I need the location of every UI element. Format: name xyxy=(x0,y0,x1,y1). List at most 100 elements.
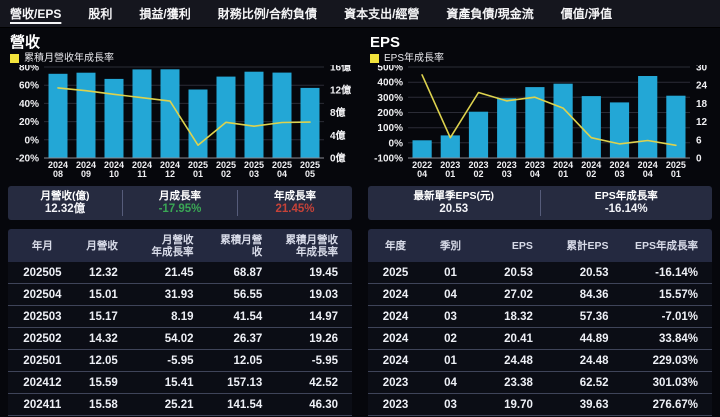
table-cell: 276.67% xyxy=(622,394,712,416)
table-cell: 15.59 xyxy=(76,372,132,394)
left-axis-label: 500% xyxy=(377,65,403,74)
x-axis-label: 2023 02 xyxy=(468,160,488,179)
x-axis-label: 2022 04 xyxy=(412,160,432,179)
x-axis-label: 2025 01 xyxy=(188,160,208,179)
table-cell: 19.70 xyxy=(478,394,547,416)
table-cell: 01 xyxy=(423,350,479,372)
right-axis-label: 12 xyxy=(696,117,708,128)
x-axis-label: 2023 03 xyxy=(497,160,517,179)
table-cell: 19.26 xyxy=(276,328,352,350)
right-axis-label: 16億 xyxy=(330,65,351,74)
table-row: 202502 14.32 54.02 26.37 19.26 xyxy=(8,328,352,350)
table-cell: 141.54 xyxy=(207,394,277,416)
x-axis-label: 2025 01 xyxy=(666,160,686,179)
table-cell: 301.03% xyxy=(622,372,712,394)
tab-value-networth[interactable]: 價值/淨值 xyxy=(560,7,613,21)
table-cell: 39.63 xyxy=(546,394,623,416)
left-axis-label: 200% xyxy=(377,108,403,119)
revenue-summary-bar: 月營收(億) 12.32億 月成長率 -17.95% 年成長率 21.45% xyxy=(8,186,352,220)
bar xyxy=(468,111,489,158)
table-row: 202505 12.32 21.45 68.87 19.45 xyxy=(8,262,352,284)
tab-balance-cashflow[interactable]: 資產負債/現金流 xyxy=(446,7,534,21)
growth-line xyxy=(57,87,311,146)
table-cell: 24.48 xyxy=(478,350,547,372)
bar xyxy=(188,89,208,158)
summary-label: 月成長率 xyxy=(159,190,201,202)
tab-capex-operating[interactable]: 資本支出/經營 xyxy=(344,7,420,21)
eps-chart-legend: EPS年成長率 xyxy=(370,52,712,65)
right-axis-label: 6 xyxy=(696,135,702,146)
table-cell: 27.02 xyxy=(478,284,547,306)
left-axis-label: 300% xyxy=(377,93,403,104)
table-cell: 229.03% xyxy=(622,350,712,372)
table-cell: 2023 xyxy=(368,372,424,394)
revenue-panel-title: 營收 xyxy=(10,34,41,51)
bar xyxy=(440,135,460,158)
x-axis-label: 2024 01 xyxy=(553,160,573,179)
table-cell: 23.38 xyxy=(478,372,547,394)
x-axis-label: 2024 04 xyxy=(638,160,658,179)
column-header: 年度 xyxy=(368,229,424,262)
table-cell: 84.36 xyxy=(546,284,623,306)
table-cell: 03 xyxy=(423,394,479,416)
tab-financial-ratio-liability[interactable]: 財務比例/合約負債 xyxy=(217,7,318,21)
table-cell: 157.13 xyxy=(207,372,277,394)
tab-income-profit[interactable]: 損益/獲利 xyxy=(139,7,191,21)
table-cell: 2024 xyxy=(368,350,424,372)
column-header: EPS年成長率 xyxy=(622,229,712,262)
table-row: 2024 01 24.48 24.48 229.03% xyxy=(368,350,712,372)
revenue-chart: 80% 60% 40% 20% 0% -20% 16億 12億 8億 4億 0億 2024 08 2024… xyxy=(16,65,351,179)
bar xyxy=(666,95,686,158)
table-cell: 01 xyxy=(423,262,479,284)
table-cell: 15.58 xyxy=(76,394,132,416)
left-axis-label: 100% xyxy=(377,123,403,134)
summary-item-0: 月營收(億) 12.32億 xyxy=(8,190,122,216)
summary-item-1: EPS年成長率 -16.14% xyxy=(539,190,713,216)
table-cell: 2025 xyxy=(368,262,424,284)
table-cell: 2024 xyxy=(368,284,424,306)
bar xyxy=(525,87,545,158)
table-header-row: 年月 月營收 月營收 年成長率 累積月營收 累積月營收 年成長率 xyxy=(8,229,352,262)
summary-label: 年成長率 xyxy=(274,190,316,202)
table-cell: 14.32 xyxy=(76,328,132,350)
right-axis-label: 18 xyxy=(696,99,708,110)
tab-revenue-eps[interactable]: 營收/EPS xyxy=(10,7,62,21)
bar xyxy=(553,83,573,158)
table-cell: 202502 xyxy=(8,328,77,350)
table-cell: 14.97 xyxy=(276,306,352,328)
x-axis-label: 2024 08 xyxy=(48,160,68,179)
column-header: 累積月營收 年成長率 xyxy=(276,229,352,262)
x-axis-label: 2024 09 xyxy=(76,160,96,179)
revenue-panel: 營收 累積月營收年成長率 80% 60% 40% 20% 0% -20% 16億 12億 8億 4… xyxy=(0,28,360,416)
column-header: EPS xyxy=(478,229,547,262)
table-row: 2025 01 20.53 20.53 -16.14% xyxy=(368,262,712,284)
table-cell: 03 xyxy=(423,306,479,328)
table-cell: 2023 xyxy=(368,394,424,416)
table-cell: 202505 xyxy=(8,262,77,284)
table-cell: -16.14% xyxy=(622,262,712,284)
right-axis-label: 30 xyxy=(696,65,708,74)
table-cell: 02 xyxy=(423,328,479,350)
revenue-chart-legend: 累積月營收年成長率 xyxy=(10,52,352,65)
table-cell: 26.37 xyxy=(207,328,277,350)
bar xyxy=(497,98,517,158)
legend-label: EPS年成長率 xyxy=(384,53,445,64)
table-cell: 202503 xyxy=(8,306,77,328)
top-nav: 營收/EPS 股利 損益/獲利 財務比例/合約負債 資本支出/經營 資產負債/現金流 價值/… xyxy=(0,0,720,28)
column-header: 月營收 xyxy=(76,229,132,262)
tab-dividend[interactable]: 股利 xyxy=(88,7,113,21)
eps-panel-title: EPS xyxy=(370,34,401,51)
table-cell: 8.19 xyxy=(131,306,208,328)
x-axis-label: 2024 02 xyxy=(581,160,601,179)
table-cell: 20.41 xyxy=(478,328,547,350)
x-axis-label: 2024 12 xyxy=(160,160,180,179)
x-axis-label: 2025 04 xyxy=(272,160,292,179)
bar xyxy=(609,102,630,158)
table-cell: 15.17 xyxy=(76,306,132,328)
table-cell: 21.45 xyxy=(131,262,208,284)
left-axis-label: 80% xyxy=(19,65,39,74)
bar xyxy=(272,72,292,158)
table-cell: 18.32 xyxy=(478,306,547,328)
table-row: 202411 15.58 25.21 141.54 46.30 xyxy=(8,394,352,416)
column-header: 累積月營收 xyxy=(207,229,277,262)
